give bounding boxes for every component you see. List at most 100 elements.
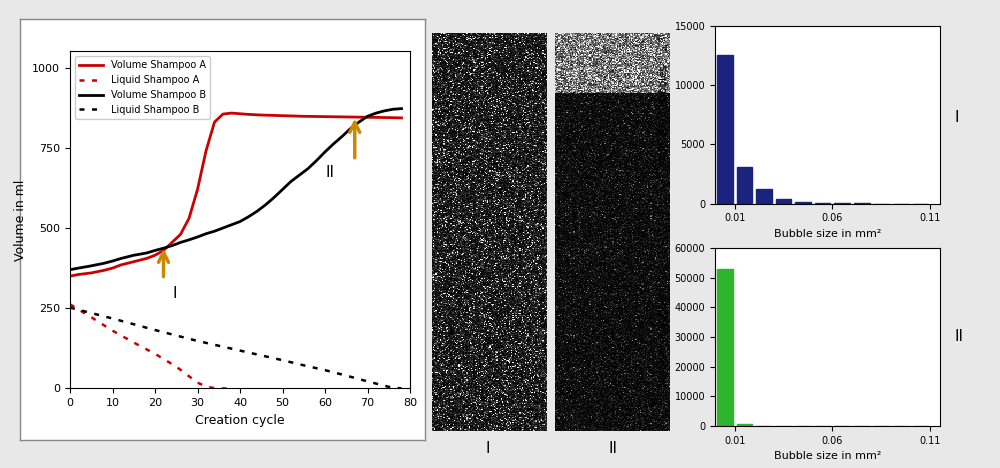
- Volume Shampoo A: [217, 111, 229, 117]
- Volume Shampoo A: [192, 187, 204, 192]
- Volume Shampoo A: [319, 114, 331, 119]
- Volume Shampoo B: [166, 243, 178, 249]
- Volume Shampoo B: [396, 106, 408, 111]
- Volume Shampoo A: [140, 256, 152, 261]
- Volume Shampoo A: [72, 272, 84, 278]
- Volume Shampoo B: [336, 134, 348, 139]
- Volume Shampoo A: [175, 232, 187, 237]
- Liquid Shampoo A: [106, 328, 119, 334]
- Volume Shampoo B: [106, 258, 119, 264]
- Liquid Shampoo B: [149, 327, 161, 333]
- Legend: Volume Shampoo A, Liquid Shampoo A, Volume Shampoo B, Liquid Shampoo B: Volume Shampoo A, Liquid Shampoo A, Volu…: [75, 56, 210, 119]
- Volume Shampoo A: [183, 216, 195, 221]
- Liquid Shampoo B: [319, 367, 331, 373]
- Volume Shampoo A: [106, 265, 119, 271]
- Volume Shampoo A: [115, 262, 127, 268]
- Volume Shampoo B: [175, 240, 187, 245]
- Volume Shampoo A: [362, 115, 374, 120]
- Liquid Shampoo B: [362, 379, 374, 384]
- Liquid Shampoo B: [192, 338, 204, 344]
- Volume Shampoo B: [387, 106, 399, 112]
- Liquid Shampoo B: [383, 384, 395, 390]
- Volume Shampoo A: [226, 110, 238, 116]
- Volume Shampoo A: [128, 259, 140, 264]
- Volume Shampoo A: [200, 148, 212, 154]
- Volume Shampoo A: [298, 114, 310, 119]
- Bar: [756, 190, 772, 204]
- Volume Shampoo B: [294, 172, 306, 178]
- Text: II: II: [325, 165, 334, 180]
- Liquid Shampoo B: [340, 373, 352, 379]
- Liquid Shampoo A: [128, 340, 140, 345]
- Text: II: II: [955, 329, 964, 344]
- X-axis label: Creation cycle: Creation cycle: [195, 414, 285, 427]
- Volume Shampoo B: [328, 141, 340, 146]
- Volume Shampoo B: [217, 225, 229, 231]
- Liquid Shampoo A: [192, 380, 204, 386]
- Liquid Shampoo B: [277, 358, 289, 363]
- Volume Shampoo B: [209, 228, 221, 234]
- Volume Shampoo B: [285, 179, 297, 184]
- Text: I: I: [172, 286, 177, 301]
- Volume Shampoo B: [140, 250, 152, 256]
- Volume Shampoo A: [277, 113, 289, 118]
- Volume Shampoo B: [311, 158, 323, 163]
- Volume Shampoo B: [200, 231, 212, 236]
- Volume Shampoo B: [268, 195, 280, 200]
- Line: Volume Shampoo B: Volume Shampoo B: [70, 109, 402, 270]
- Liquid Shampoo A: [200, 384, 212, 389]
- Volume Shampoo A: [383, 115, 395, 120]
- Bar: [795, 202, 811, 204]
- Volume Shampoo B: [183, 237, 195, 243]
- Bar: [717, 269, 733, 426]
- Volume Shampoo B: [345, 126, 357, 132]
- Volume Shampoo B: [115, 256, 127, 261]
- Y-axis label: Number of bubbles: Number of bubbles: [659, 65, 669, 165]
- Volume Shampoo B: [149, 248, 161, 253]
- Liquid Shampoo A: [64, 301, 76, 307]
- Bar: [737, 167, 752, 204]
- Liquid Shampoo A: [183, 373, 195, 379]
- Volume Shampoo B: [379, 108, 391, 114]
- Volume Shampoo A: [64, 273, 76, 279]
- Volume Shampoo B: [98, 261, 110, 266]
- Y-axis label: Number of bubbles: Number of bubbles: [659, 287, 669, 387]
- Volume Shampoo B: [243, 214, 254, 219]
- Liquid Shampoo A: [209, 385, 221, 391]
- Volume Shampoo B: [192, 234, 204, 240]
- Text: II: II: [608, 441, 617, 456]
- Line: Liquid Shampoo A: Liquid Shampoo A: [70, 304, 232, 388]
- Liquid Shampoo B: [213, 343, 225, 349]
- Liquid Shampoo B: [64, 305, 76, 310]
- Volume Shampoo B: [226, 222, 238, 227]
- Volume Shampoo B: [64, 267, 76, 272]
- Volume Shampoo A: [255, 112, 267, 118]
- Liquid Shampoo B: [396, 386, 408, 391]
- Bar: [717, 55, 733, 204]
- Bar: [815, 203, 830, 204]
- Text: I: I: [955, 110, 960, 124]
- Volume Shampoo A: [234, 111, 246, 117]
- Volume Shampoo B: [302, 166, 314, 171]
- Liquid Shampoo B: [170, 333, 182, 338]
- Volume Shampoo A: [98, 268, 110, 273]
- Volume Shampoo B: [353, 119, 365, 125]
- Liquid Shampoo B: [234, 348, 246, 353]
- Liquid Shampoo B: [128, 322, 140, 327]
- Volume Shampoo B: [362, 114, 374, 119]
- Volume Shampoo B: [72, 265, 84, 271]
- Liquid Shampoo B: [255, 352, 267, 358]
- Volume Shampoo A: [209, 119, 221, 125]
- Volume Shampoo B: [128, 252, 140, 258]
- Liquid Shampoo A: [85, 314, 97, 320]
- Volume Shampoo A: [396, 115, 408, 121]
- X-axis label: Bubble size in mm²: Bubble size in mm²: [774, 451, 881, 461]
- Volume Shampoo B: [158, 245, 170, 251]
- Volume Shampoo B: [251, 208, 263, 214]
- Volume Shampoo A: [158, 248, 170, 253]
- Volume Shampoo A: [149, 252, 161, 258]
- Volume Shampoo B: [260, 202, 272, 208]
- Line: Liquid Shampoo B: Liquid Shampoo B: [70, 307, 402, 388]
- Bar: [776, 199, 791, 204]
- Volume Shampoo B: [370, 110, 382, 116]
